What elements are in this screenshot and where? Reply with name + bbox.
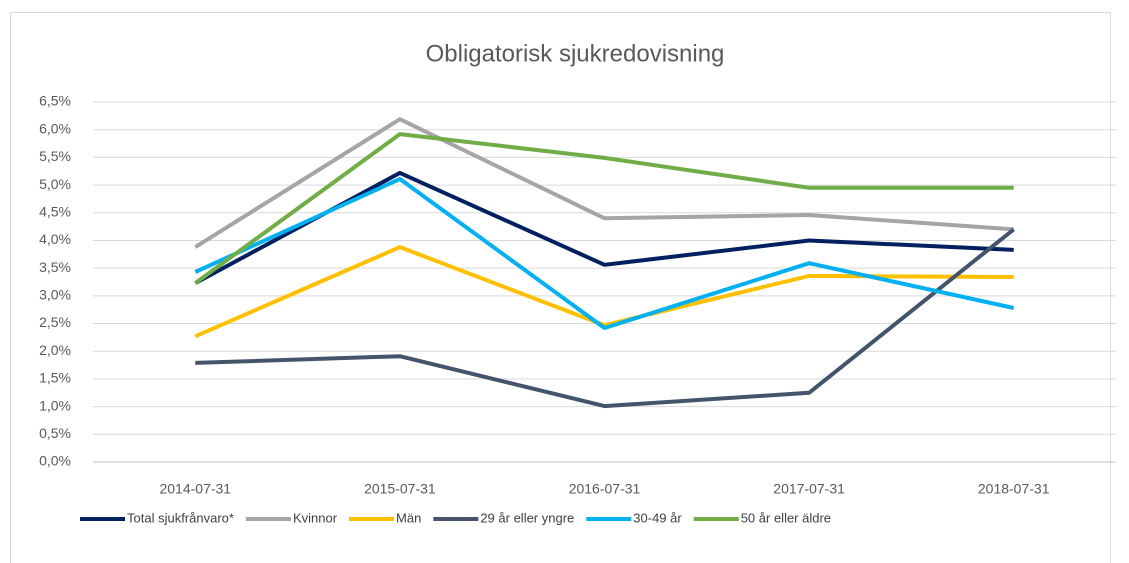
y-tick-label: 5,5% <box>39 148 71 164</box>
y-tick-label: 2,5% <box>39 314 71 330</box>
y-tick-label: 3,5% <box>39 259 71 275</box>
y-tick-label: 1,5% <box>39 370 71 386</box>
y-tick-label: 4,0% <box>39 231 71 247</box>
legend-label: 29 år eller yngre <box>480 510 574 525</box>
y-tick-label: 0,0% <box>39 453 71 469</box>
chart-title: Obligatorisk sjukredovisning <box>426 40 725 67</box>
y-tick-label: 6,0% <box>39 120 71 136</box>
x-tick-label: 2015-07-31 <box>364 481 436 497</box>
y-tick-label: 5,0% <box>39 176 71 192</box>
legend-label: 50 år eller äldre <box>741 510 831 525</box>
legend-label: Kvinnor <box>293 510 338 525</box>
series-line <box>194 117 1014 249</box>
legend-label: 30-49 år <box>633 510 682 525</box>
y-tick-label: 1,0% <box>39 397 71 413</box>
legend-label: Total sjukfrånvaro* <box>127 510 234 525</box>
legend-label: Män <box>396 510 421 525</box>
y-tick-label: 2,0% <box>39 342 71 358</box>
x-tick-label: 2018-07-31 <box>978 481 1050 497</box>
y-tick-label: 0,5% <box>39 425 71 441</box>
y-tick-label: 4,5% <box>39 203 71 219</box>
series-line <box>194 177 1015 330</box>
y-tick-label: 6,5% <box>39 93 71 109</box>
series-line <box>194 132 1014 285</box>
series-line <box>195 227 1015 409</box>
x-tick-label: 2017-07-31 <box>773 481 845 497</box>
x-tick-label: 2016-07-31 <box>569 481 641 497</box>
y-tick-label: 3,0% <box>39 287 71 303</box>
x-tick-label: 2014-07-31 <box>159 481 231 497</box>
